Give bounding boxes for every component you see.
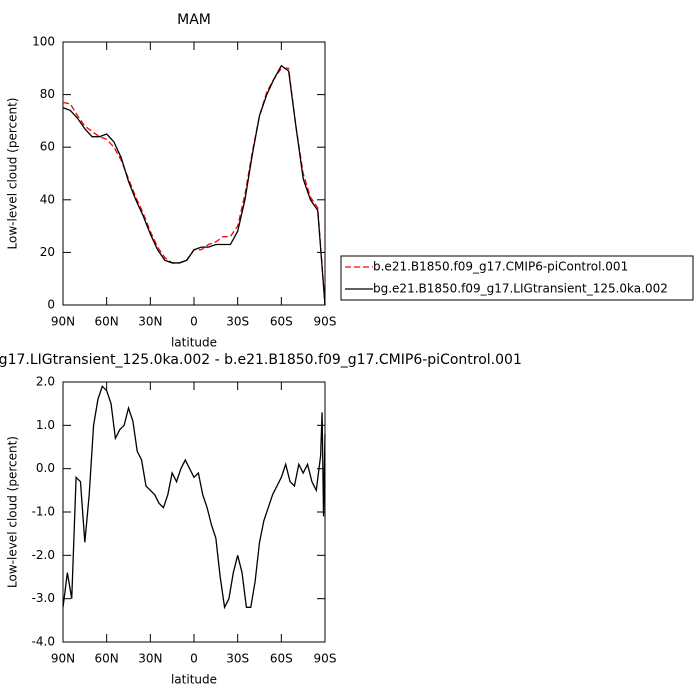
y-tick-label: -3.0: [32, 591, 55, 605]
legend-box: [340, 255, 694, 301]
series-line: [62, 385, 326, 610]
x-tick-label: 60N: [95, 652, 119, 666]
plot-frame: [62, 381, 326, 643]
x-tick-label: 60S: [270, 652, 293, 666]
y-tick-label: 2.0: [36, 375, 55, 389]
series-line: [62, 64, 326, 306]
y-tick-label: 0: [47, 298, 55, 312]
y-tick-label: 1.0: [36, 418, 55, 432]
legend-label: b.e21.B1850.f09_g17.CMIP6-piControl.001: [373, 260, 628, 274]
x-tick-label: 90S: [314, 652, 337, 666]
x-tick-label: 90N: [51, 652, 75, 666]
x-tick-label: 30N: [138, 652, 162, 666]
x-axis-label: latitude: [171, 673, 217, 687]
series-line: [62, 67, 326, 306]
chart-title: bg.e21.B1850.f09_g17.LIGtransient_125.0k…: [0, 352, 522, 368]
y-tick-label: -2.0: [32, 548, 55, 562]
y-tick-label: 80: [40, 87, 55, 101]
y-tick-label: -4.0: [32, 635, 55, 649]
y-tick-label: -1.0: [32, 505, 55, 519]
plot-frame: [62, 41, 326, 306]
x-tick-label: 60N: [95, 315, 119, 329]
x-tick-label: 0: [190, 315, 198, 329]
x-tick-label: 0: [190, 652, 198, 666]
y-tick-label: 0.0: [36, 461, 55, 475]
x-tick-label: 90S: [314, 315, 337, 329]
chart-title: MAM: [177, 12, 211, 28]
y-tick-label: 60: [40, 140, 55, 154]
x-axis-label: latitude: [171, 336, 217, 350]
x-tick-label: 30S: [226, 652, 249, 666]
y-tick-label: 20: [40, 245, 55, 259]
x-tick-label: 30S: [226, 315, 249, 329]
x-tick-label: 30N: [138, 315, 162, 329]
x-tick-label: 90N: [51, 315, 75, 329]
y-axis-label: Low-level cloud (percent): [6, 436, 20, 588]
legend-label: bg.e21.B1850.f09_g17.LIGtransient_125.0k…: [373, 282, 668, 296]
y-tick-label: 40: [40, 192, 55, 206]
y-axis-label: Low-level cloud (percent): [6, 98, 20, 250]
x-tick-label: 60S: [270, 315, 293, 329]
y-tick-label: 100: [32, 35, 55, 49]
